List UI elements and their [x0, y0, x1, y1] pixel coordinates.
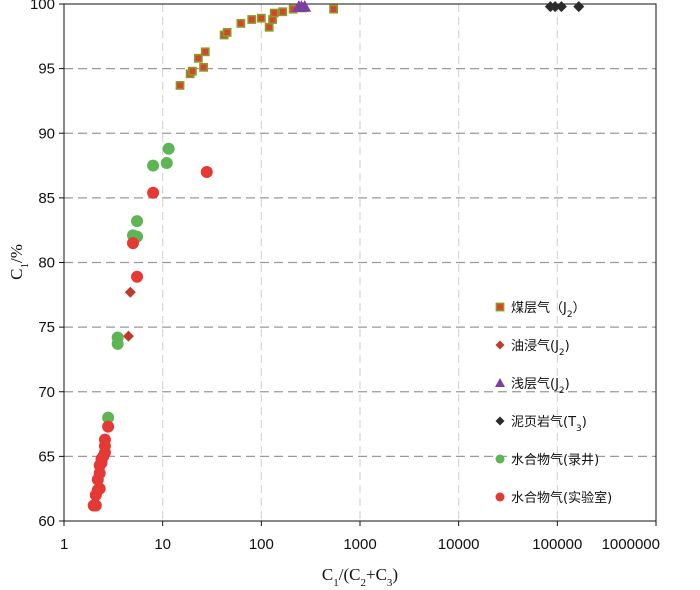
data-point [102, 420, 115, 433]
legend-marker [495, 302, 505, 312]
y-tick-label: 80 [38, 255, 55, 272]
data-point [102, 411, 115, 424]
data-point [199, 62, 209, 72]
y-tick-label: 70 [38, 384, 55, 401]
data-point [236, 18, 246, 28]
data-point [187, 66, 197, 76]
data-point [147, 159, 160, 172]
data-point [93, 482, 106, 495]
legend-label: 水合物气(实验室) [511, 490, 612, 506]
legend-marker [495, 378, 505, 387]
legend-marker [495, 492, 505, 502]
data-point [256, 13, 266, 23]
data-point [131, 215, 144, 228]
data-point [131, 270, 144, 283]
y-tick-label: 100 [30, 0, 55, 13]
legend-label: 水合物气(录井) [511, 452, 599, 468]
x-tick-label: 100 [249, 536, 274, 553]
x-axis-ticks: 1 10 100 1000 10000 100000 1000000 [60, 521, 660, 553]
data-point [162, 142, 175, 155]
y-tick-label: 65 [38, 448, 55, 465]
data-point [222, 28, 232, 37]
x-tick-label: 10000 [438, 536, 480, 553]
legend-label: 浅层气(J2) [511, 376, 570, 396]
grid-lines [64, 4, 656, 521]
data-point [269, 8, 279, 18]
data-point [200, 166, 213, 179]
y-axis-title: C1/% [7, 244, 31, 280]
data-point [549, 1, 561, 13]
data-point [264, 22, 274, 32]
y-tick-label: 60 [38, 513, 55, 530]
data-point [147, 186, 160, 199]
x-tick-label: 10 [154, 536, 171, 553]
x-tick-label: 100000 [532, 536, 582, 553]
data-point [278, 7, 288, 17]
y-axis-ticks: 60 65 70 75 80 85 90 95 100 [30, 0, 64, 530]
data-points [87, 0, 585, 512]
data-point [126, 237, 139, 250]
data-point [160, 156, 173, 169]
y-tick-label: 90 [38, 125, 55, 142]
data-point [193, 53, 203, 63]
data-point [298, 0, 312, 12]
legend-label: 煤层气（J2） [511, 300, 586, 320]
legend-label: 油浸气(J2) [511, 338, 570, 358]
x-tick-label: 1000 [343, 536, 376, 553]
x-tick-label: 1 [60, 536, 68, 553]
legend-marker [495, 454, 505, 464]
legend-marker [495, 340, 505, 350]
data-point [555, 1, 567, 13]
data-point [89, 499, 102, 512]
data-point [573, 1, 585, 13]
legend-marker [495, 416, 505, 426]
data-point [98, 433, 111, 446]
data-point [200, 47, 210, 57]
data-point [122, 330, 134, 342]
legend: 煤层气（J2） 油浸气(J2) 浅层气(J2) 泥页岩气(T3) 水合物气(录井) 水合物… [495, 300, 612, 506]
y-tick-label: 95 [38, 61, 55, 78]
y-tick-label: 85 [38, 190, 55, 207]
x-tick-label: 1000000 [602, 536, 660, 553]
data-point [247, 15, 257, 24]
data-point [124, 286, 136, 298]
data-point [111, 337, 124, 350]
data-point [175, 81, 185, 90]
y-tick-label: 75 [38, 319, 55, 336]
data-point [329, 4, 338, 14]
x-axis-title: C1/(C2+C3) [322, 565, 398, 589]
legend-label: 泥页岩气(T3) [511, 414, 587, 434]
